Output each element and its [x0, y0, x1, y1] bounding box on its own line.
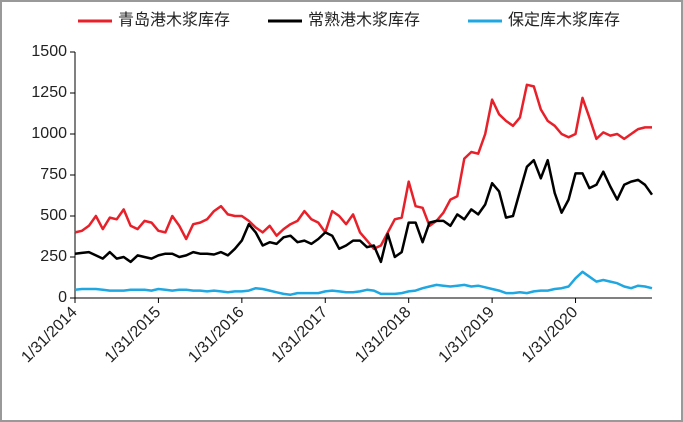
legend: 青岛港木浆库存 常熟港木浆库存 保定库木浆库存: [78, 11, 620, 29]
series-line: [74, 270, 653, 296]
series-line: [74, 83, 652, 251]
y-tick-label: 1250: [31, 84, 67, 101]
legend-label: 青岛港木浆库存: [118, 11, 230, 29]
y-tick-label: 250: [40, 248, 67, 265]
legend-label: 保定库木浆库存: [508, 11, 620, 29]
y-tick-label: 750: [40, 166, 67, 183]
series-line: [74, 158, 654, 264]
y-tick-label: 1500: [31, 43, 67, 60]
y-tick-label: 1000: [31, 125, 67, 142]
y-tick-label: 500: [40, 207, 67, 224]
legend-label: 常熟港木浆库存: [308, 11, 420, 29]
y-tick-label: 0: [58, 289, 67, 306]
